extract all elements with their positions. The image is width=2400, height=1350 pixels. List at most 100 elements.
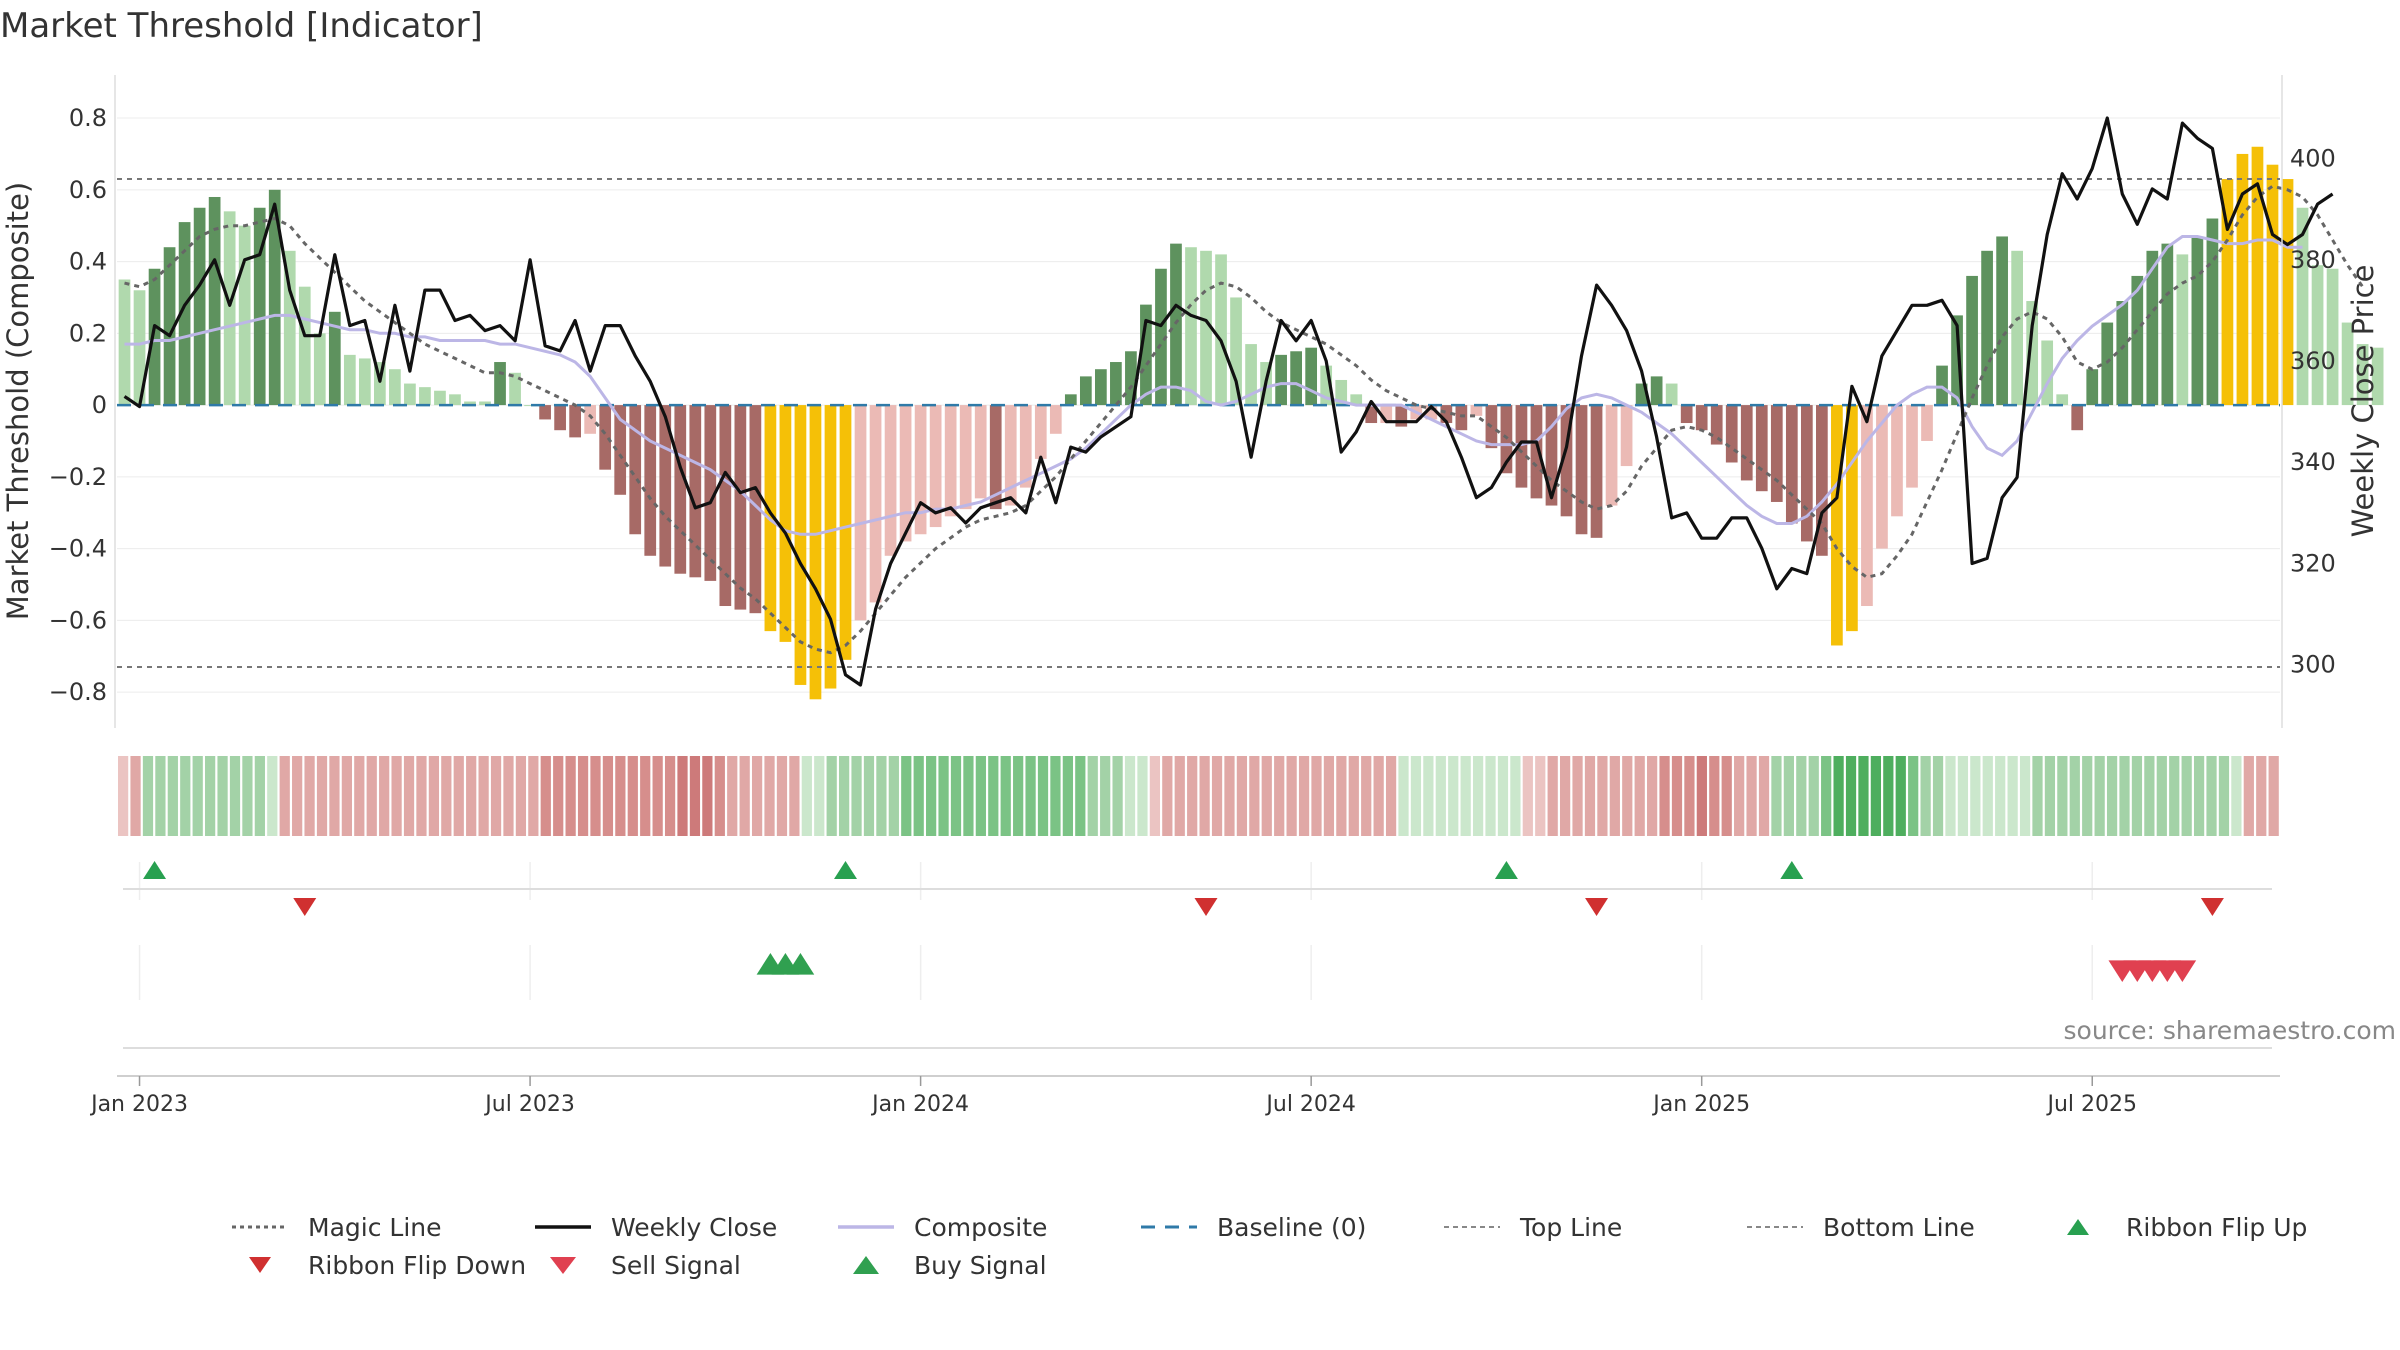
ribbon-cell xyxy=(1025,756,1036,836)
composite-bar xyxy=(674,405,687,574)
ribbon-cell xyxy=(1659,756,1670,836)
legend: Magic Line Weekly Close Composite Baseline … xyxy=(230,1208,2390,1284)
ribbon-cell xyxy=(963,756,974,836)
ribbon-cell xyxy=(1771,756,1782,836)
composite-bar xyxy=(1665,383,1678,406)
composite-bar xyxy=(1350,394,1363,406)
composite-bar xyxy=(2236,153,2249,406)
y-tick-label: 0.2 xyxy=(69,319,107,347)
ribbon-cell xyxy=(1373,756,1384,836)
ribbon-cell xyxy=(1460,756,1471,836)
composite-bar xyxy=(1305,347,1318,406)
ribbon-cell xyxy=(950,756,962,836)
ribbon-cell xyxy=(1560,756,1571,836)
composite-bar xyxy=(358,358,371,406)
composite-bar xyxy=(2311,265,2324,406)
composite-bar xyxy=(749,405,762,614)
ribbon-cell xyxy=(764,756,775,836)
ribbon-flip-up-marker xyxy=(834,861,858,879)
ribbon-cell xyxy=(316,756,328,836)
ribbon-cell xyxy=(1510,756,1521,836)
ribbon-cell xyxy=(1870,756,1882,836)
light-line-icon xyxy=(838,1225,894,1229)
ribbon-cell xyxy=(503,756,514,836)
ribbon-cell xyxy=(577,756,589,836)
ribbon-cell xyxy=(118,756,129,836)
weekly-close-line xyxy=(123,116,2334,687)
ribbon-flip-down-marker xyxy=(293,898,317,916)
ribbon-cell xyxy=(329,756,340,836)
legend-label: Ribbon Flip Up xyxy=(2126,1212,2308,1242)
composite-bar xyxy=(2356,344,2369,406)
composite-bar xyxy=(1335,379,1348,406)
ribbon-cell xyxy=(751,756,763,836)
composite-bar xyxy=(1755,405,1768,492)
composite-bar xyxy=(554,405,566,431)
ribbon-cell xyxy=(615,756,626,836)
legend-label: Bottom Line xyxy=(1823,1212,1975,1242)
legend-item: Baseline (0) xyxy=(1139,1213,1442,1242)
ribbon-cell xyxy=(2069,756,2080,836)
composite-bar xyxy=(2011,250,2023,406)
composite-bar xyxy=(2146,250,2159,406)
signal-panels xyxy=(123,861,2272,1049)
ribbon-strip xyxy=(118,756,2279,836)
ribbon-cell xyxy=(826,756,837,836)
ribbon-cell xyxy=(1286,756,1297,836)
ribbon-cell xyxy=(478,756,489,836)
magic-line xyxy=(124,184,2364,655)
legend-label: Top Line xyxy=(1520,1212,1623,1242)
ribbon-cell xyxy=(839,756,850,836)
ribbon-cell xyxy=(652,756,663,836)
y-tick-label: 0 xyxy=(92,391,107,419)
composite-bar xyxy=(118,279,131,406)
source-label: source: sharemaestro.com xyxy=(2063,1016,2397,1045)
ribbon-cell xyxy=(1435,756,1446,836)
composite-bar xyxy=(1680,405,1693,424)
composite-bar xyxy=(1185,247,1197,406)
ribbon-cell xyxy=(1908,756,1919,836)
composite-bar xyxy=(809,405,822,700)
ribbon-cell xyxy=(379,756,390,836)
ribbon-cell xyxy=(913,756,924,836)
composite-bar xyxy=(2191,236,2204,406)
series-lines xyxy=(123,116,2364,687)
composite-bar xyxy=(494,362,506,406)
ribbon-cell xyxy=(1584,756,1596,836)
ribbon-cell xyxy=(2007,756,2018,836)
ribbon-cell xyxy=(702,756,713,836)
ribbon-cell xyxy=(2119,756,2130,836)
ribbon-cell xyxy=(428,756,440,836)
composite-bar xyxy=(2176,254,2189,406)
ribbon-cell xyxy=(2218,756,2230,836)
legend-label: Composite xyxy=(914,1212,1048,1242)
ribbon-cell xyxy=(366,756,377,836)
composite-bar xyxy=(253,207,266,406)
ribbon-flip-down-marker xyxy=(1194,898,1218,916)
composite-bar xyxy=(193,207,206,406)
sell-signal-marker xyxy=(2168,960,2197,982)
composite-bar xyxy=(1605,405,1618,506)
composite-bar xyxy=(569,405,581,438)
ribbon-cell xyxy=(801,756,812,836)
y2-tick-label: 400 xyxy=(2290,145,2336,173)
ribbon-cell xyxy=(2032,756,2043,836)
ribbon-cell xyxy=(2094,756,2105,836)
ribbon-cell xyxy=(2144,756,2155,836)
composite-bar xyxy=(2206,218,2219,406)
ribbon-cell xyxy=(1970,756,1981,836)
composite-bar xyxy=(1320,365,1333,406)
ribbon-cell xyxy=(1945,756,1956,836)
composite-bar xyxy=(2086,369,2099,406)
x-tick-label: Jul 2024 xyxy=(1264,1092,1356,1117)
y2-tick-label: 360 xyxy=(2290,347,2336,375)
ribbon-cell xyxy=(1124,756,1136,836)
ribbon-flip-down-marker xyxy=(2200,898,2224,916)
legend-label: Buy Signal xyxy=(914,1250,1047,1280)
composite-bar xyxy=(2101,322,2114,406)
y-tick-label: 0.6 xyxy=(69,176,107,204)
composite-bar xyxy=(1380,405,1393,424)
ribbon-cell xyxy=(863,756,875,836)
composite-bar xyxy=(659,405,672,567)
composite-bar xyxy=(1966,275,1978,406)
